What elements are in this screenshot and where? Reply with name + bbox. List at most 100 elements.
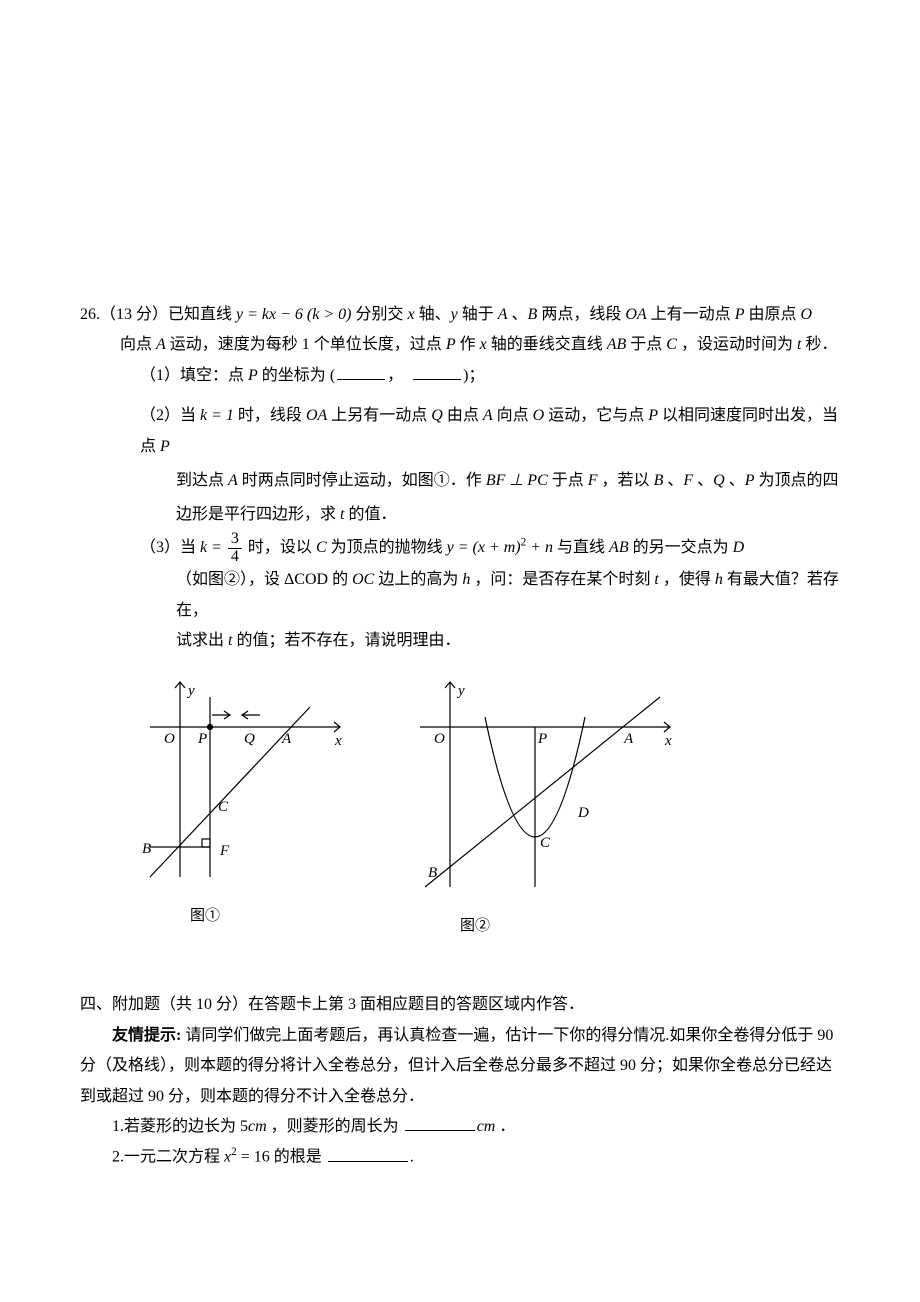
txt: 运动，它与点 (544, 407, 648, 424)
lbl-O: O (434, 731, 445, 747)
txt: 秒． (801, 336, 837, 353)
hint-l2: 分（及格线），则本题的得分将计入全卷总分，但计入后全卷总分最多不超过 90 分；… (80, 1051, 840, 1081)
txt: 上有一动点 (647, 306, 735, 323)
txt: 、 (725, 472, 745, 489)
O: O (533, 407, 545, 424)
A: A (498, 306, 508, 323)
lbl-C: C (540, 835, 551, 851)
part-2-l1: （2）当 k = 1 时，线段 OA 上另有一动点 Q 由点 A 向点 O 运动… (80, 401, 840, 462)
txt: 时，设以 (244, 539, 316, 556)
P: P (735, 306, 745, 323)
lbl-A: A (623, 731, 634, 747)
hint-l1: 友情提示: 请同学们做完上面考题后，再认真检查一遍，估计一下你的得分情况.如果你… (80, 1021, 840, 1051)
num: 3 (228, 531, 242, 549)
lbl-Q: Q (244, 731, 255, 747)
unit: cm (477, 1118, 496, 1135)
txt: ，设运动时间为 (677, 336, 797, 353)
txt: 时两点同时停止运动，如图①．作 (238, 472, 486, 489)
txt: 的值；若不存在，请说明理由． (232, 632, 460, 649)
P: P (248, 367, 258, 384)
txt: 边形是平行四边形，求 (176, 506, 340, 523)
lbl-D: D (577, 805, 589, 821)
txt: 到达点 (176, 472, 228, 489)
blank-x[interactable] (337, 363, 385, 380)
hint-label: 友情提示: (112, 1027, 185, 1044)
txt: ，若以 (598, 472, 654, 489)
txt: ，使得 (659, 571, 715, 588)
txt: 向点 (493, 407, 533, 424)
OC: OC (352, 571, 374, 588)
txt: 于点 (626, 336, 666, 353)
blank-y[interactable] (413, 363, 461, 380)
part-3-l1: （3）当 k = 34 时，设以 C 为顶点的抛物线 y = (x + m)2 … (80, 531, 840, 566)
problem-26: 26.（13 分）已知直线 y = kx − 6 (k > 0) 分别交 x 轴… (80, 300, 840, 940)
diagrams-row: y x O P Q A B C F 图① (140, 677, 840, 941)
txt: ，则菱形的周长为 (267, 1118, 403, 1135)
lbl-y: y (456, 683, 465, 699)
D: D (733, 539, 745, 556)
semi: ； (468, 367, 484, 384)
comma: ， (387, 367, 403, 384)
AB: AB (607, 336, 627, 353)
lbl-B: B (142, 841, 151, 857)
txt: . (410, 1149, 414, 1166)
lbl-x: x (334, 733, 342, 749)
eq-line: y = kx − 6 (k > 0) (236, 306, 351, 323)
blank-perimeter[interactable] (405, 1114, 475, 1131)
txt: 与直线 (553, 539, 609, 556)
txt: 、 (663, 472, 683, 489)
O: O (800, 306, 812, 323)
label: （2）当 (140, 407, 200, 424)
part-2-l2: 到达点 A 时两点同时停止运动，如图①．作 BF ⊥ PC 于点 F ，若以 B… (80, 462, 840, 500)
C: C (666, 336, 677, 353)
txt: （如图②），设 (176, 571, 284, 588)
part-1: （1）填空：点 P 的坐标为 (， )； (80, 361, 840, 391)
rhs: = 16 (237, 1149, 270, 1166)
lp: ( (330, 367, 335, 384)
label: （1）填空：点 (140, 367, 248, 384)
lbl-O: O (164, 731, 175, 747)
page: 26.（13 分）已知直线 y = kx − 6 (k > 0) 分别交 x 轴… (0, 0, 920, 1302)
frac-3-4: 34 (228, 531, 242, 566)
OA: OA (306, 407, 327, 424)
txt: 运动，速度为每秒 1 个单位长度，过点 (166, 336, 446, 353)
txt: 1.若菱形的边长为 (112, 1118, 240, 1135)
txt: 的根是 (270, 1149, 326, 1166)
txt: 分别交 (351, 306, 407, 323)
lbl-B: B (428, 865, 437, 881)
BFPC: BF ⊥ PC (486, 472, 548, 489)
txt: 由点 (443, 407, 483, 424)
txt: 为顶点的四 (755, 472, 839, 489)
AB: AB (609, 539, 629, 556)
part-3-l2: （如图②），设 ΔCOD 的 OC 边上的高为 h ，问：是否存在某个时刻 t … (80, 565, 840, 626)
points: （13 分） (100, 306, 168, 323)
q-number: 26. (80, 306, 100, 323)
figure-1-svg: y x O P Q A B C F (140, 677, 350, 887)
txt: 由原点 (744, 306, 800, 323)
figure-2: y x O P A B C D 图② (410, 677, 680, 941)
part-2-l3: 边形是平行四边形，求 t 的值． (80, 500, 840, 530)
txt: 作 (456, 336, 480, 353)
lbl-F: F (219, 843, 230, 859)
txt: 已知直线 (168, 306, 236, 323)
parab2: + n (526, 539, 553, 556)
bonus-q1: 1.若菱形的边长为 5cm ，则菱形的周长为 cm ． (80, 1112, 840, 1142)
lbl-A: A (281, 731, 292, 747)
val: 5 (240, 1118, 248, 1135)
stem-line-1: 26.（13 分）已知直线 y = kx − 6 (k > 0) 分别交 x 轴… (80, 300, 840, 330)
A: A (483, 407, 493, 424)
txt: 轴的垂线交直线 (487, 336, 607, 353)
txt: 的坐标为 (258, 367, 330, 384)
txt: ． (495, 1118, 515, 1135)
hint-block: 友情提示: 请同学们做完上面考题后，再认真检查一遍，估计一下你的得分情况.如果你… (80, 1021, 840, 1112)
txt: 的另一交点为 (629, 539, 733, 556)
P: P (160, 438, 170, 455)
txt: 、 (508, 306, 528, 323)
x: x (408, 306, 415, 323)
B: B (654, 472, 664, 489)
part-3-l3: 试求出 t 的值；若不存在，请说明理由． (80, 626, 840, 656)
txt: 、 (693, 472, 713, 489)
lbl-C: C (218, 799, 229, 815)
txt: 为顶点的抛物线 (327, 539, 447, 556)
blank-roots[interactable] (328, 1145, 408, 1162)
